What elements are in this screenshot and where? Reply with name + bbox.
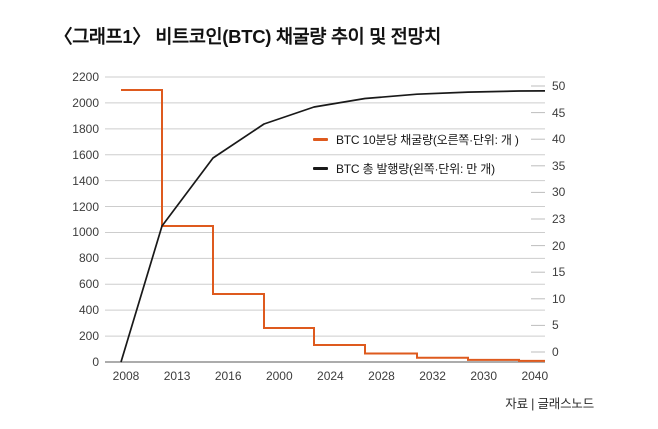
legend-item: BTC 10분당 채굴량(오른쪽·단위: 개 ) bbox=[313, 131, 519, 148]
y-left-tick-label: 400 bbox=[78, 303, 99, 318]
y-right-tick-label: 30 bbox=[552, 185, 566, 200]
y-left-tick-label: 800 bbox=[78, 251, 99, 266]
y-right-tick-label: 20 bbox=[552, 238, 566, 253]
y-right-tick-label: 45 bbox=[552, 105, 566, 120]
btc-supply-line bbox=[120, 90, 546, 363]
y-left-tick-label: 1000 bbox=[72, 225, 99, 240]
x-tick-label: 2013 bbox=[163, 369, 191, 383]
legend-swatch-supply bbox=[313, 166, 328, 171]
y-left-tick-label: 1600 bbox=[72, 147, 99, 162]
y-left-tick-label: 0 bbox=[92, 355, 99, 369]
y-right-tick-label: 50 bbox=[552, 79, 566, 93]
y-left-tick-label: 2200 bbox=[72, 70, 99, 84]
x-tick-label: 2040 bbox=[521, 369, 549, 383]
x-tick-label: 2032 bbox=[419, 369, 446, 383]
source-credit: 자료 | 글래스노드 bbox=[505, 397, 594, 411]
x-tick-label: 2000 bbox=[265, 369, 293, 383]
y-left-tick-label: 600 bbox=[78, 277, 99, 292]
legend-label: BTC 총 발행량(왼쪽·단위: 만 개) bbox=[336, 162, 495, 176]
y-right-tick-label: 40 bbox=[552, 132, 566, 147]
x-tick-label: 2030 bbox=[470, 369, 498, 383]
btc-mining-step-line bbox=[121, 89, 545, 362]
x-tick-label: 2028 bbox=[368, 369, 395, 383]
y-left-tick-label: 1800 bbox=[72, 121, 99, 136]
legend-label: BTC 10분당 채굴량(오른쪽·단위: 개 ) bbox=[336, 133, 519, 147]
page-title: 〈그래프1〉 비트코인(BTC) 채굴량 추이 및 전망치 bbox=[54, 26, 441, 47]
y-right-tick-label: 5 bbox=[552, 318, 559, 333]
y-right-tick-label: 10 bbox=[552, 291, 566, 306]
y-right-tick-label: 23 bbox=[552, 212, 566, 226]
y-left-tick-label: 2000 bbox=[72, 95, 99, 110]
y-right-tick-label: 35 bbox=[552, 158, 566, 173]
y-left-tick-label: 1200 bbox=[72, 199, 99, 214]
x-tick-label: 2008 bbox=[112, 369, 140, 383]
y-left-tick-label: 1400 bbox=[72, 173, 99, 188]
legend-swatch-mining bbox=[313, 137, 328, 142]
legend-item: BTC 총 발행량(왼쪽·단위: 만 개) bbox=[313, 160, 495, 177]
x-tick-label: 2016 bbox=[214, 369, 242, 383]
x-tick-label: 2024 bbox=[317, 369, 344, 383]
y-left-tick-label: 200 bbox=[78, 329, 99, 344]
y-right-tick-label: 0 bbox=[552, 345, 559, 359]
y-right-tick-label: 15 bbox=[552, 265, 566, 280]
